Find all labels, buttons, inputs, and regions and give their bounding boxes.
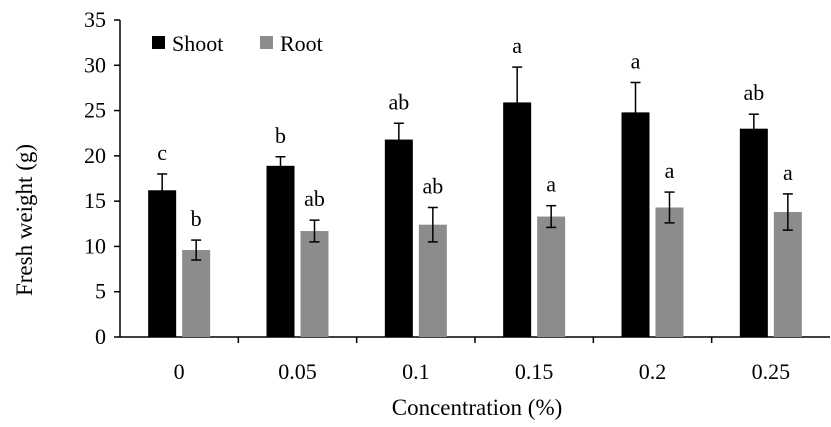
significance-label: b [275,123,286,148]
bar-shoot [503,102,532,337]
bar-root [418,224,447,337]
bar-root [773,212,802,337]
y-tick-label: 15 [84,188,106,213]
legend: Shoot Root [152,31,323,56]
x-tick-label: 0.25 [752,359,791,384]
y-axis-label: Fresh weight (g) [12,144,37,296]
bar-root [655,207,684,337]
x-axis-label: Concentration (%) [392,395,563,420]
significance-label: c [157,140,167,165]
significance-label: a [631,48,641,73]
y-tick-label: 0 [95,324,106,349]
bar-root [182,250,211,337]
legend-label-shoot: Shoot [172,31,223,56]
significance-label: a [665,158,675,183]
bar-shoot [266,165,295,337]
x-tick-label: 0 [174,359,185,384]
significance-label: ab [304,186,325,211]
y-tick-label: 20 [84,143,106,168]
x-tick-label: 0.1 [402,359,430,384]
y-tick-label: 10 [84,233,106,258]
bar-root [537,216,566,337]
y-tick-label: 25 [84,98,106,123]
bar-shoot [384,139,413,337]
significance-label: b [191,206,202,231]
bar-shoot [739,128,768,337]
y-tick-label: 35 [84,7,106,32]
bar-shoot [621,112,650,337]
x-tick-label: 0.15 [515,359,554,384]
significance-label: ab [743,80,764,105]
x-tick-label: 0.2 [639,359,667,384]
y-tick-label: 30 [84,52,106,77]
legend-label-root: Root [280,31,323,56]
significance-label: ab [422,173,443,198]
significance-label: ab [388,89,409,114]
x-tick-label: 0.05 [278,359,317,384]
significance-label: a [512,33,522,58]
y-tick-label: 5 [95,279,106,304]
legend-swatch-root [260,36,273,49]
significance-label: a [783,160,793,185]
bar-shoot [148,190,177,337]
legend-swatch-shoot [152,36,165,49]
bar-root [300,231,329,337]
significance-label: a [546,172,556,197]
plot-area: 0 5 10 15 20 25 30 35 0 c b 0.05 b ab 0.1 ab ab 0.15 a a 0.2… [84,7,830,384]
